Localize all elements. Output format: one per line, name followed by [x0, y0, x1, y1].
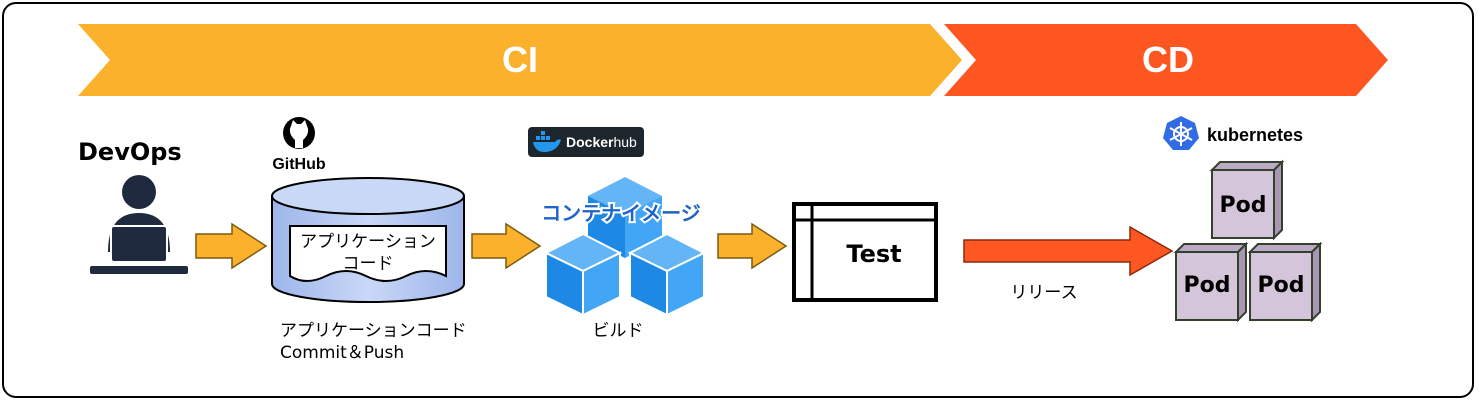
cd-phase-banner: CD: [944, 24, 1388, 96]
flow-arrow-1: [195, 222, 268, 270]
github-icon: [283, 117, 315, 149]
pod-top: Pod: [1209, 159, 1285, 241]
build-caption: ビルド: [593, 321, 644, 341]
ci-phase-banner: CI: [78, 24, 962, 96]
person-at-laptop-icon: [90, 175, 188, 274]
kubernetes-brand: kubernetes: [1207, 125, 1303, 145]
pod-label-bottom-right: Pod: [1258, 273, 1305, 298]
flow-arrow-2: [471, 222, 542, 270]
document-line-1: アプリケーション: [300, 232, 436, 252]
dockerhub-badge: Dockerhub: [528, 127, 644, 157]
pod-label-bottom-left: Pod: [1184, 273, 1231, 298]
github-brand: GitHub: [272, 156, 326, 173]
release-label: リリース: [1010, 283, 1077, 303]
devops-title: DevOps: [78, 138, 182, 166]
pod-label-top: Pod: [1220, 193, 1267, 218]
document-line-2: コード: [343, 254, 394, 274]
commit-caption-line-1: アプリケーションコード: [280, 321, 467, 341]
docker-whale-icon: [533, 131, 561, 152]
diagram-frame: [2, 2, 1474, 398]
dockerhub-brand: Dockerhub: [566, 134, 637, 150]
release-arrow: [963, 225, 1174, 277]
commit-caption-line-2: Commit＆Push: [280, 343, 404, 363]
container-image-label: コンテナイメージ: [541, 201, 701, 225]
pod-bottom-right: Pod: [1247, 241, 1323, 323]
pod-bottom-left: Pod: [1173, 241, 1249, 323]
cd-label: CD: [1142, 39, 1194, 80]
flow-arrow-3: [717, 222, 788, 270]
test-label: Test: [846, 240, 901, 268]
container-image-cubes-icon: [543, 177, 707, 317]
kubernetes-icon: [1163, 116, 1199, 150]
ci-label: CI: [502, 39, 538, 80]
test-window: Test: [792, 202, 938, 302]
source-code-document: アプリケーション コード: [289, 225, 447, 282]
